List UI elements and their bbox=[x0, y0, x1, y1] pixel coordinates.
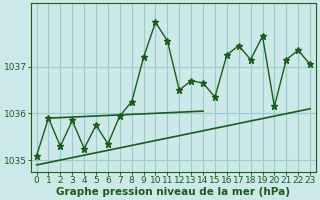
X-axis label: Graphe pression niveau de la mer (hPa): Graphe pression niveau de la mer (hPa) bbox=[56, 187, 290, 197]
